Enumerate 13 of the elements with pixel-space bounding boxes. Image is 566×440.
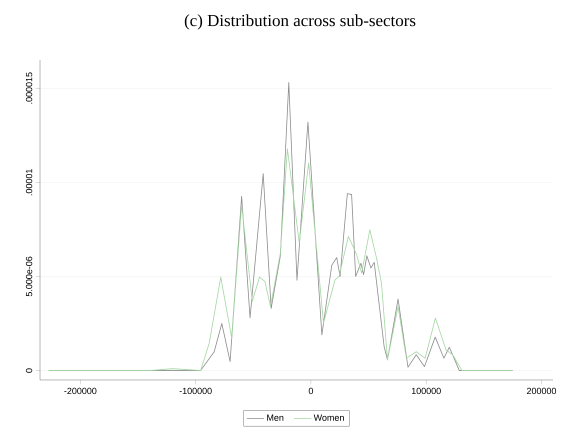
x-tick-label: -200000	[64, 388, 96, 394]
y-tick-label: .000015	[26, 72, 32, 104]
legend-label: Women	[314, 414, 344, 421]
x-tick-label: 100000	[412, 388, 441, 394]
x-tick-label: -100000	[180, 388, 212, 394]
y-tick-label: 5.000e-06	[26, 256, 32, 296]
y-tick-label: 0	[26, 368, 32, 373]
x-tick-label: 0	[308, 388, 314, 394]
y-tick-label: .00001	[26, 169, 32, 196]
chart-title: (c) Distribution across sub-sectors	[184, 14, 416, 30]
line-series	[48, 148, 514, 371]
x-tick-label: 200000	[526, 388, 556, 394]
legend-label: Men	[267, 414, 284, 421]
